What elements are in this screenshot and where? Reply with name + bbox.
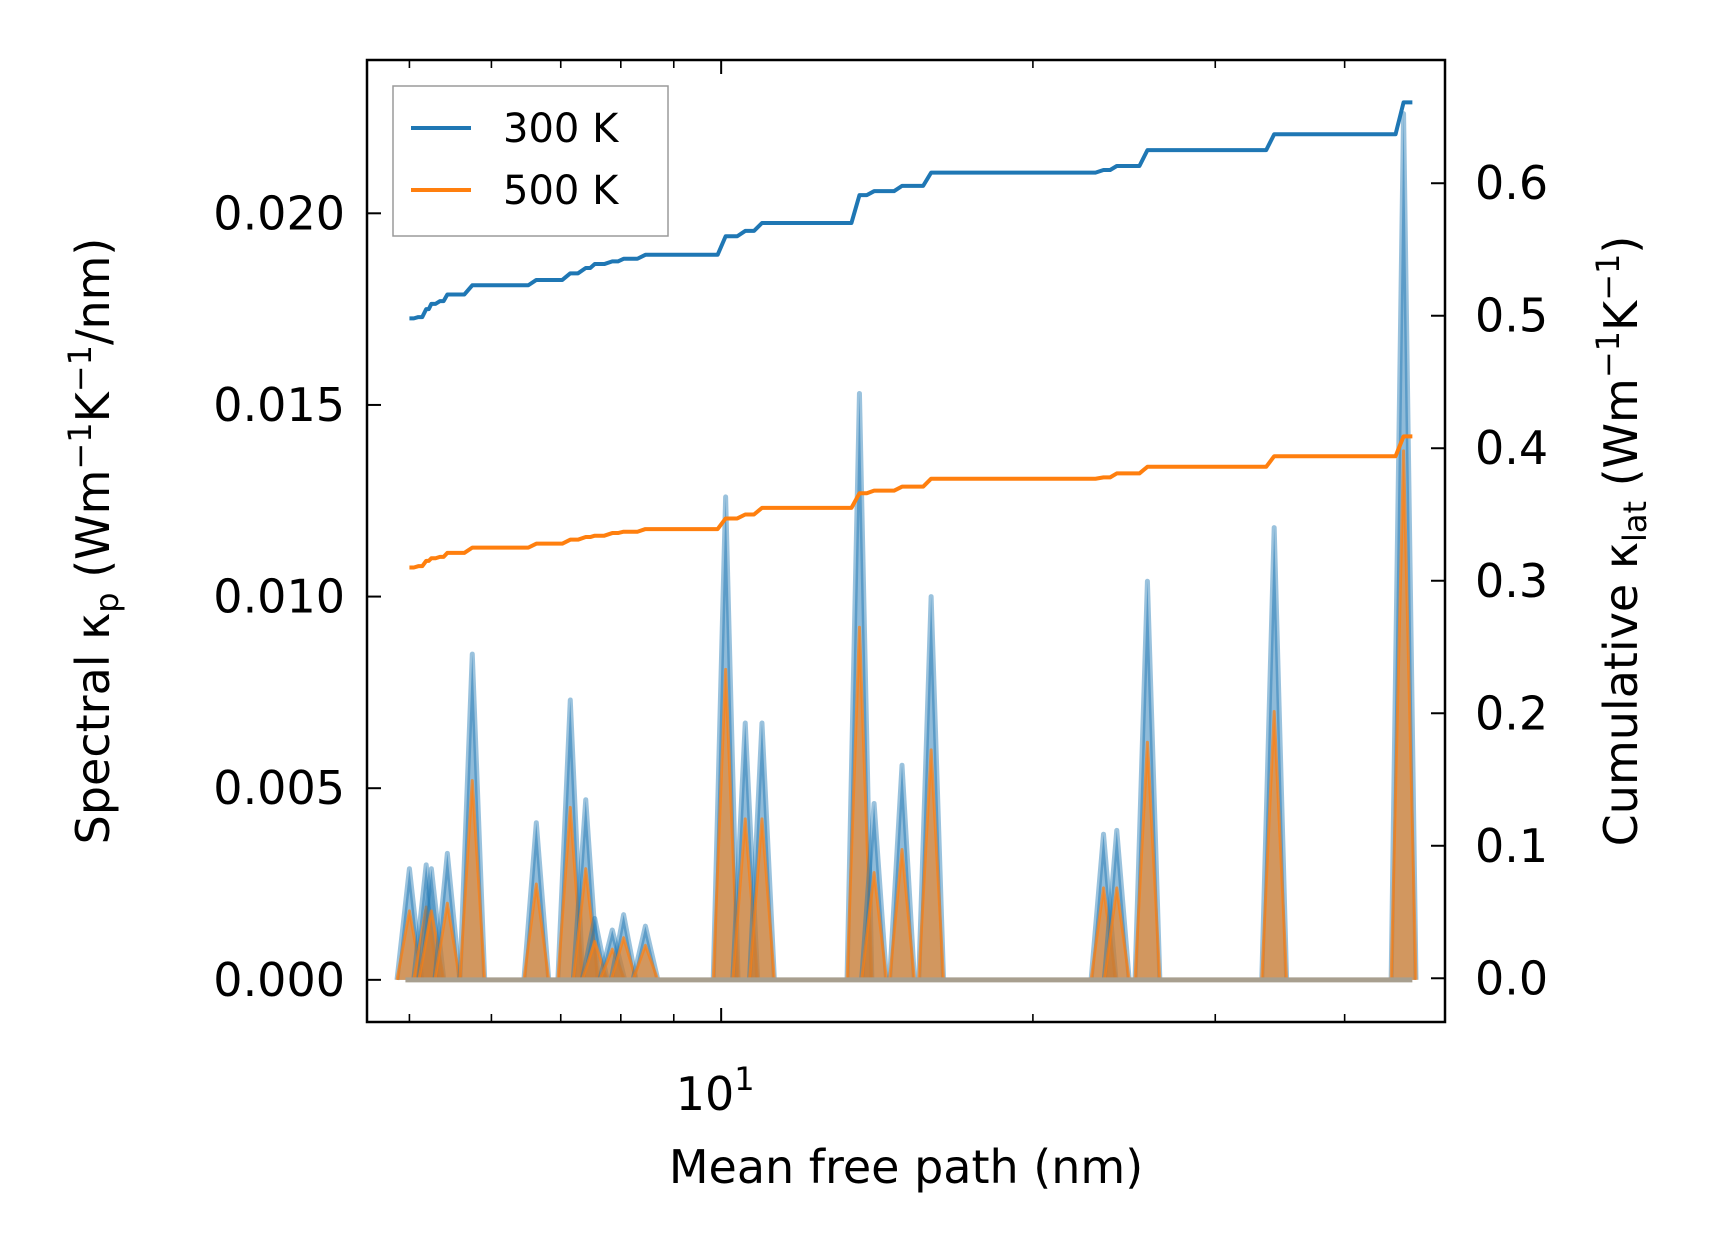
- spectral-fill-500k-8: [582, 941, 608, 980]
- y-left-tick-label-3: 0.015: [213, 378, 345, 432]
- spectral-peak-300k-15: [844, 390, 875, 980]
- spectral-peak-300k-0: [394, 866, 425, 981]
- plot-marks: [394, 100, 1419, 983]
- spectral-fill-500k-22: [1261, 711, 1287, 980]
- y-left-label-sub: p: [88, 592, 126, 612]
- legend-label-500k: 500 K: [503, 168, 620, 214]
- spectral-peak-300k-17: [887, 762, 917, 980]
- spectral-peak-300k-12: [710, 494, 741, 980]
- spectral-fill-500k-20: [1104, 887, 1130, 980]
- x-axis-label: Mean free path (nm): [669, 1140, 1143, 1194]
- y-right-tick-label-4: 0.4: [1475, 421, 1548, 475]
- y-right-axis-label: Cumulative κlat (Wm−1K−1): [1589, 236, 1654, 847]
- spectral-peak-500k-18: [917, 748, 946, 980]
- spectral-peak-300k-5: [521, 820, 552, 981]
- cumulative-line-300k: [409, 100, 1413, 321]
- y-left-label-unit-close: /nm): [66, 238, 120, 345]
- y-right-tick-label-1: 0.1: [1475, 819, 1548, 873]
- y-left-tick-label-4: 0.020: [213, 186, 345, 240]
- plot-frame: [365, 58, 1447, 1024]
- spectral-fill-500k-14: [749, 818, 775, 980]
- spectral-fill-500k-15: [847, 627, 872, 980]
- y-right-tick-label-5: 0.5: [1475, 289, 1548, 343]
- y-left-label-unit-mid: K: [66, 390, 120, 422]
- y-right-label-sub: lat: [1616, 501, 1654, 542]
- spectral-peak-300k-13: [730, 720, 761, 980]
- spectral-peak-500k-20: [1102, 886, 1131, 981]
- y-left-label-sup2: −1: [61, 345, 99, 392]
- spectral-peak-300k-4: [457, 651, 488, 980]
- y-right-label-unit-open: (Wm: [1594, 378, 1648, 501]
- spectral-fill-500k-4: [459, 780, 485, 980]
- y-right-label-sup1: −1: [1589, 331, 1627, 378]
- tick-labels: 0.000 0.005 0.010 0.015 0.020 0.0 0.1 0.2 0.3 0.4…: [213, 156, 1548, 1121]
- spectral-peak-300k-8: [579, 916, 610, 981]
- legend: 300 K 500 K: [392, 85, 669, 237]
- legend-label-300k: 300 K: [503, 106, 620, 152]
- legend-box: [392, 85, 669, 237]
- y-right-label-sup2: −1: [1589, 254, 1627, 301]
- y-right-tick-label-2: 0.2: [1475, 686, 1548, 740]
- y-right-label-unit-mid: K: [1594, 299, 1648, 331]
- spectral-peak-500k-4: [458, 779, 487, 980]
- y-left-label-main: Spectral κ: [66, 613, 120, 845]
- spectral-peak-300k-20: [1101, 827, 1132, 981]
- spectral-peak-500k-12: [711, 667, 740, 980]
- spectral-peak-300k-11: [630, 923, 661, 981]
- spectral-fill-500k-17: [889, 849, 915, 980]
- y-left-label-unit-open: (Wm: [66, 470, 120, 593]
- spectral-fill-500k-3: [434, 903, 460, 980]
- spectral-peak-300k-6: [555, 697, 586, 980]
- y-right-tick-label-3: 0.3: [1475, 554, 1548, 608]
- spectral-fill-500k-23: [1391, 450, 1416, 980]
- spectral-peak-300k-21: [1132, 578, 1163, 980]
- spectral-peak-500k-10: [609, 936, 638, 981]
- spectral-fill-500k-11: [632, 945, 658, 980]
- spectral-peak-300k-23: [1388, 111, 1419, 980]
- spectral-peak-500k-16: [860, 871, 889, 981]
- spectral-peak-500k-5: [522, 882, 551, 981]
- spectral-peak-500k-23: [1389, 449, 1418, 980]
- y-right-label-main: Cumulative κ: [1594, 542, 1648, 846]
- spectral-peak-300k-22: [1259, 525, 1290, 980]
- spectral-peak-500k-17: [888, 848, 916, 980]
- y-right-tick-label-0: 0.0: [1475, 951, 1548, 1005]
- spectral-fill-500k-16: [861, 872, 887, 980]
- y-left-tick-label-0: 0.000: [213, 953, 345, 1007]
- spectral-peak-500k-11: [631, 943, 660, 981]
- spectral-peak-300k-14: [747, 720, 777, 980]
- y-left-tick-label-2: 0.010: [213, 570, 345, 624]
- ticks: [367, 60, 1445, 1022]
- spectral-peak-500k-21: [1133, 740, 1162, 980]
- spectral-peak-300k-7: [570, 797, 601, 981]
- spectral-fill-500k-12: [713, 669, 739, 980]
- spectral-peak-500k-3: [433, 901, 462, 981]
- x-tick-label-0: 101: [676, 1060, 755, 1121]
- spectral-fill-500k-18: [918, 749, 944, 980]
- spectral-peak-300k-18: [916, 594, 947, 980]
- spectral-peak-300k-3: [432, 850, 463, 981]
- y-left-tick-label-1: 0.005: [213, 761, 345, 815]
- spectral-peak-500k-14: [748, 817, 776, 980]
- y-right-label-unit-close: ): [1594, 236, 1648, 254]
- spectral-peak-300k-16: [859, 801, 890, 981]
- y-right-tick-label-6: 0.6: [1475, 156, 1548, 210]
- spectral-peak-500k-22: [1260, 710, 1289, 980]
- spectral-fill-500k-21: [1134, 742, 1160, 980]
- spectral-fill-500k-5: [523, 884, 549, 980]
- spectral-peak-300k-10: [608, 912, 639, 981]
- y-left-axis-label: Spectral κp (Wm−1K−1/nm): [61, 238, 126, 845]
- spectral-peak-500k-15: [845, 625, 874, 980]
- cumulative-line-500k: [409, 434, 1413, 570]
- spectral-fill-500k-10: [611, 937, 637, 980]
- y-left-label-sup1: −1: [61, 422, 99, 469]
